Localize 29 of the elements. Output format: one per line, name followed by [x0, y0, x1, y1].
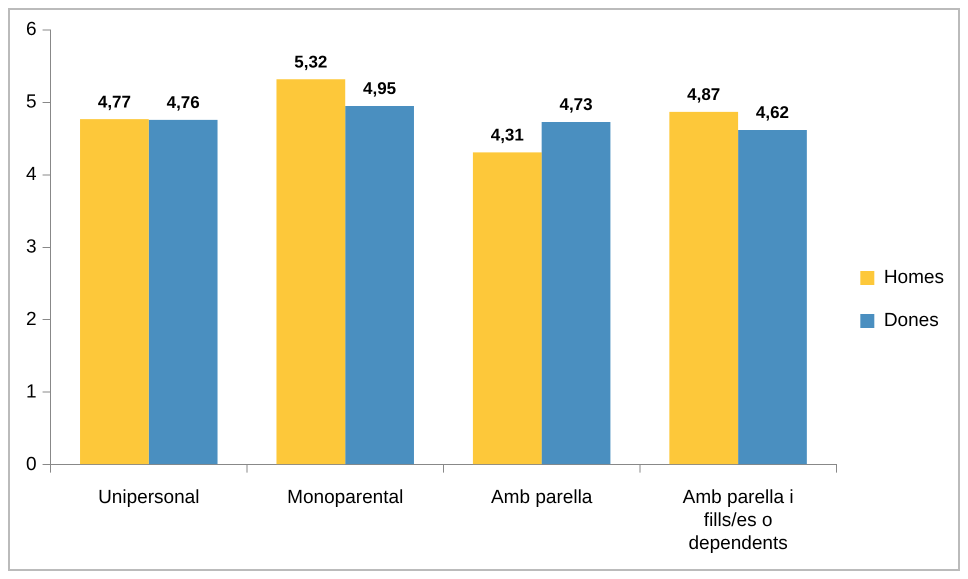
y-tick-label: 2 [26, 308, 37, 330]
bar [345, 106, 414, 464]
x-tick-label: Unipersonal [98, 487, 200, 508]
data-label: 4,87 [687, 85, 720, 104]
bar [80, 119, 149, 464]
bar [276, 79, 346, 464]
bar [669, 112, 738, 464]
bar [148, 120, 218, 464]
y-tick-label: 4 [26, 164, 37, 186]
legend-label: Dones [884, 310, 939, 332]
y-tick-label: 0 [26, 454, 37, 475]
data-label: 5,32 [294, 52, 328, 72]
x-tick-label: Amb parella i fills/es o dependents [682, 487, 794, 554]
data-label: 4,95 [363, 79, 396, 98]
y-tick-label: 3 [26, 236, 37, 258]
data-label: 4,62 [756, 103, 790, 122]
data-label: 4,73 [559, 95, 593, 114]
x-tick-label: Monoparental [287, 487, 404, 508]
legend-label: Homes [884, 267, 944, 288]
y-tick-label: 5 [26, 92, 37, 113]
data-label: 4,76 [166, 93, 200, 112]
bar [738, 130, 807, 464]
data-label: 4,31 [490, 126, 524, 145]
y-tick-label: 6 [26, 19, 37, 40]
bar [472, 152, 542, 464]
bar [542, 122, 610, 464]
y-tick-label: 1 [26, 381, 37, 402]
x-tick-label: Amb parella [490, 487, 593, 508]
data-label: 4,77 [98, 92, 131, 112]
